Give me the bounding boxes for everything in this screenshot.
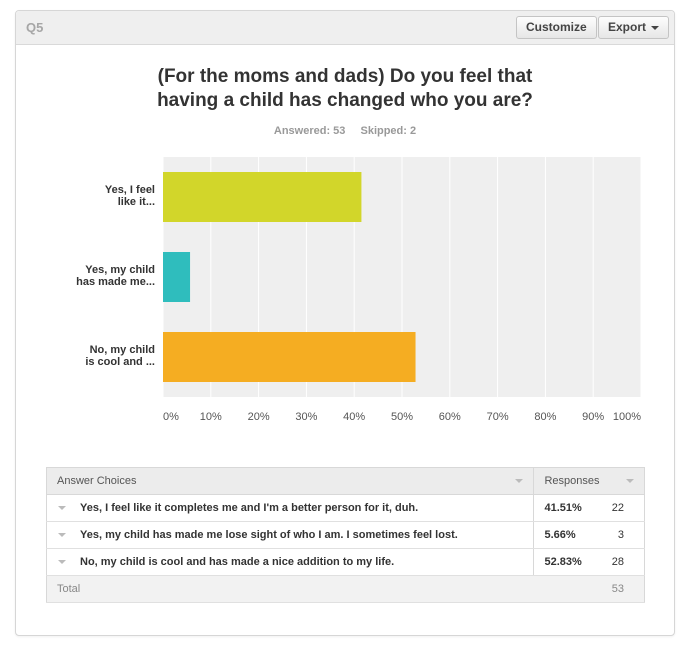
category-label: like it... xyxy=(118,196,155,208)
total-value: 53 xyxy=(595,575,646,603)
customize-button[interactable]: Customize xyxy=(516,16,597,39)
x-tick-label: 80% xyxy=(534,411,556,423)
response-percent: 41.51% xyxy=(533,494,596,522)
table-row[interactable]: Yes, I feel like it completes me and I'm… xyxy=(45,494,646,522)
answer-choices-label: Answer Choices xyxy=(57,475,137,487)
choice-text: No, my child is cool and has made a nice… xyxy=(80,556,395,568)
category-label: Yes, I feel xyxy=(105,184,155,196)
choice-text: Yes, my child has made me lose sight of … xyxy=(80,529,458,541)
x-tick-label: 40% xyxy=(343,411,365,423)
x-tick-label: 90% xyxy=(582,411,604,423)
skipped-count: Skipped: 2 xyxy=(360,125,417,137)
sort-arrow-icon xyxy=(626,479,634,483)
table-row[interactable]: No, my child is cool and has made a nice… xyxy=(45,548,646,576)
x-tick-label: 70% xyxy=(487,411,509,423)
question-title-line2: having a child has changed who you are? xyxy=(157,90,533,111)
response-count: 28 xyxy=(595,548,646,576)
x-tick-label: 20% xyxy=(248,411,270,423)
answered-count: Answered: 53 xyxy=(273,125,346,137)
sort-arrow-icon xyxy=(515,479,524,483)
x-tick-label: 50% xyxy=(391,411,413,423)
response-percent: 52.83% xyxy=(533,548,596,576)
bar-chart-svg: 0% 10% 20% 30% 40% 50% 60% 70% 80% 90% 100% Yes, I … xyxy=(76,157,642,423)
choice-text: Yes, I feel like it completes me and I'm… xyxy=(80,502,419,514)
responses-label: Responses xyxy=(544,475,600,487)
card-header: Q5 Customize Export xyxy=(16,11,674,45)
category-label: has made me... xyxy=(76,276,155,288)
responses-header[interactable]: Responses xyxy=(533,467,645,495)
question-number: Q5 xyxy=(26,20,44,35)
response-percent: 5.66% xyxy=(533,521,596,549)
question-card: Q5 Customize Export (For the moms and da… xyxy=(15,10,675,636)
total-label: Total xyxy=(45,575,534,603)
category-label: is cool and ... xyxy=(85,356,155,368)
bar-chart: 0% 10% 20% 30% 40% 50% 60% 70% 80% 90% 100% Yes, I … xyxy=(16,151,674,446)
total-row: Total 53 xyxy=(45,575,646,603)
response-count: 3 xyxy=(595,521,646,549)
category-label: No, my child xyxy=(90,344,155,356)
bar xyxy=(163,252,191,302)
x-tick-label: 10% xyxy=(200,411,222,423)
question-title: (For the moms and dads) Do you feel that… xyxy=(16,65,674,113)
x-tick-label: 0% xyxy=(163,411,179,423)
export-button[interactable]: Export xyxy=(598,16,670,39)
question-title-line1: (For the moms and dads) Do you feel that xyxy=(157,66,533,87)
chevron-down-icon xyxy=(651,26,660,30)
x-tick-label: 30% xyxy=(295,411,317,423)
expand-arrow-icon[interactable] xyxy=(58,505,66,510)
answer-choices-header[interactable]: Answer Choices xyxy=(45,467,535,495)
response-count: 22 xyxy=(595,494,646,522)
x-tick-label: 100% xyxy=(613,411,641,423)
expand-arrow-icon[interactable] xyxy=(58,559,66,564)
expand-arrow-icon[interactable] xyxy=(58,532,66,537)
bar xyxy=(163,172,362,222)
bar xyxy=(163,332,416,382)
category-label: Yes, my child xyxy=(85,264,155,276)
export-label: Export xyxy=(608,20,647,34)
table-row[interactable]: Yes, my child has made me lose sight of … xyxy=(45,521,646,549)
responses-table: Answer Choices Responses Yes, I feel lik… xyxy=(45,467,646,603)
answered-skipped: Answered: 53 Skipped: 2 xyxy=(16,125,674,137)
x-tick-label: 60% xyxy=(439,411,461,423)
